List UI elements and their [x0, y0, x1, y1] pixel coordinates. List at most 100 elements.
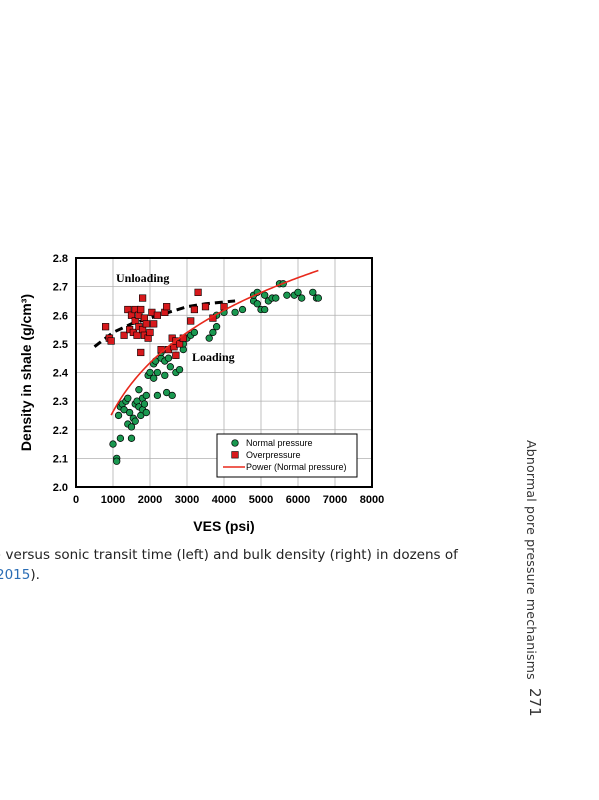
overpressure-point	[137, 305, 145, 314]
overpressure-point	[102, 323, 110, 331]
running-head: Abnormal pore pressure mechanisms	[524, 440, 539, 680]
normal-pressure-point	[146, 368, 154, 377]
x-tick-label: 6000	[286, 494, 310, 506]
y-tick-label: 2.6	[53, 310, 68, 322]
normal-pressure-point	[153, 368, 162, 377]
normal-pressure-point	[253, 300, 261, 308]
normal-pressure-point	[114, 411, 123, 420]
overpressure-point	[131, 317, 139, 325]
legend-label-power-fit: Power (Normal pressure)	[246, 462, 347, 472]
x-tick-label: 8000	[360, 494, 384, 506]
normal-pressure-point	[164, 354, 173, 362]
overpressure-point	[194, 288, 202, 296]
normal-pressure-point	[125, 408, 134, 417]
overpressure-point	[120, 331, 128, 339]
normal-pressure-point	[109, 440, 117, 448]
legend-marker-normal-pressure	[231, 439, 239, 447]
normal-pressure-point	[231, 308, 239, 317]
overpressure-point	[107, 337, 115, 345]
plot-frame	[75, 257, 373, 488]
legend-label-normal-pressure: Normal pressure	[246, 438, 313, 448]
overpressure-point	[139, 294, 147, 302]
x-tick-label: 5000	[249, 494, 273, 506]
normal-pressure-point	[283, 291, 291, 299]
x-tick-label: 7000	[323, 494, 347, 506]
y-axis-ticks: 2.0 2.1 2.2 2.3 2.4 2.5 2.6 2.7 2.8	[53, 253, 69, 494]
normal-pressure-point	[150, 374, 158, 382]
x-axis-label: VES (psi)	[193, 518, 254, 534]
overpressure-point	[142, 320, 150, 328]
overpressure-point	[172, 351, 180, 359]
normal-pressure-point	[205, 334, 213, 342]
normal-pressure-point	[175, 365, 184, 374]
normal-pressure-point	[142, 408, 150, 417]
caption-text-2: ).	[30, 567, 40, 583]
legend-label-overpressure: Overpressure	[246, 450, 301, 460]
legend-marker-overpressure	[231, 451, 239, 459]
citation-link[interactable]: 2015	[0, 567, 31, 583]
overpressure-point	[163, 303, 171, 311]
normal-pressure-point	[113, 457, 121, 465]
overpressure-point	[176, 340, 184, 348]
y-tick-label: 2.3	[53, 396, 68, 408]
normal-pressure-point	[127, 434, 136, 442]
overpressure-point	[133, 331, 141, 339]
page-number: 271	[526, 688, 544, 717]
normal-pressure-point	[135, 386, 143, 394]
normal-pressure-point	[166, 363, 175, 371]
caption-text-1: ) versus sonic transit time (left) and b…	[0, 547, 458, 563]
normal-pressure-point	[190, 328, 199, 337]
annotation-loading: Loading	[192, 350, 235, 364]
y-tick-label: 2.7	[53, 282, 68, 294]
y-tick-label: 2.4	[53, 368, 69, 380]
normal-pressure-point	[116, 434, 125, 442]
overpressure-point	[150, 320, 158, 328]
overpressure-point	[146, 328, 154, 337]
y-axis-label: Density in shale (g/cm³)	[18, 294, 34, 451]
normal-pressure-point	[238, 305, 247, 314]
normal-pressure-point	[298, 294, 306, 302]
power-fit-line	[110, 269, 319, 416]
normal-pressure-point	[140, 400, 149, 408]
overpressure-point	[201, 303, 210, 311]
y-tick-label: 2.5	[53, 339, 68, 351]
y-tick-label: 2.0	[53, 482, 68, 494]
x-tick-label: 3000	[175, 494, 199, 506]
x-tick-label: 2000	[138, 494, 162, 506]
normal-pressure-point	[142, 391, 150, 400]
normal-pressure-point	[161, 371, 169, 380]
normal-pressure-point	[272, 294, 280, 302]
y-tick-label: 2.2	[53, 425, 68, 437]
x-tick-label: 0	[73, 494, 79, 506]
overpressure-point	[190, 305, 199, 314]
overpressure-point	[187, 317, 195, 325]
figure-caption-line-2: 2015).	[0, 567, 486, 583]
annotation-unloading: Unloading	[116, 271, 169, 285]
density-vs-ves-chart: 0 1000 2000 3000 4000 5000 6000 7000 8000 2.0 2.1…	[18, 253, 384, 534]
x-axis-ticks: 0 1000 2000 3000 4000 5000 6000 7000 8000	[73, 494, 384, 506]
normal-pressure-point	[212, 323, 221, 331]
normal-pressure-point	[153, 391, 162, 400]
legend: Normal pressure Overpressure Power (Norm…	[216, 433, 358, 478]
normal-pressure-point	[131, 417, 139, 425]
normal-pressure-point	[309, 288, 317, 296]
y-tick-label: 2.1	[53, 453, 68, 465]
figure-caption-line-1: ) versus sonic transit time (left) and b…	[0, 547, 486, 563]
overpressure-point	[137, 348, 145, 357]
y-tick-label: 2.8	[53, 253, 68, 265]
normal-pressure-point	[168, 391, 176, 400]
normal-pressure-point	[124, 394, 132, 402]
normal-pressure-point	[261, 291, 269, 299]
overpressure-point	[124, 305, 132, 314]
overpressure-point	[153, 311, 162, 319]
normal-pressure-point	[314, 294, 323, 302]
x-tick-label: 1000	[101, 494, 125, 506]
normal-pressure-point	[294, 288, 302, 296]
legend-box	[216, 433, 358, 478]
normal-pressure-point	[209, 328, 217, 337]
data-series	[93, 269, 323, 465]
overpressure-point	[127, 311, 136, 319]
normal-pressure-point	[127, 423, 136, 431]
normal-pressure-point	[261, 305, 269, 314]
x-tick-label: 4000	[212, 494, 236, 506]
